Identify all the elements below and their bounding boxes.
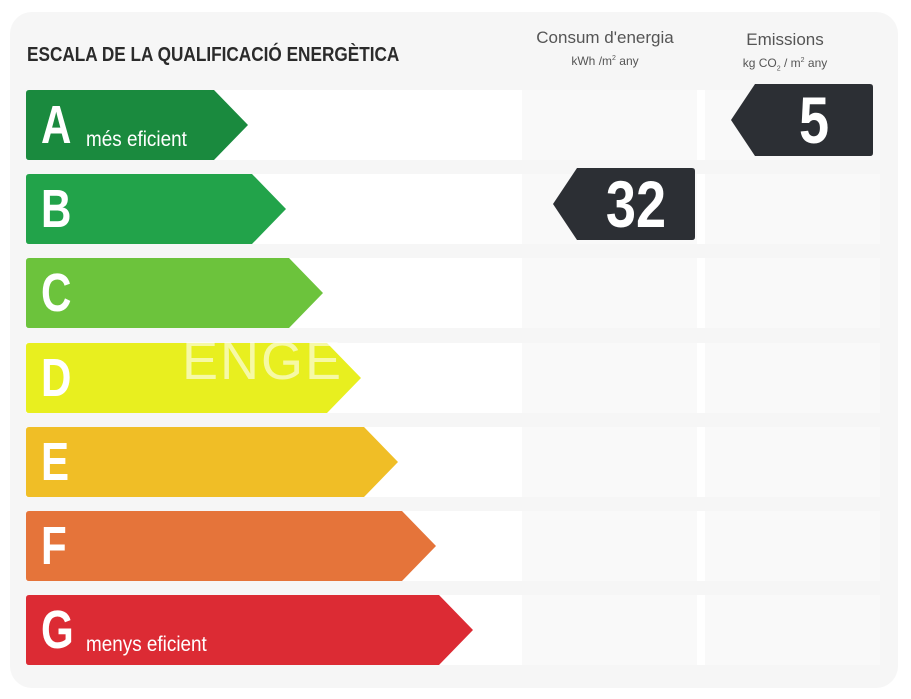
consumption-badge: 32 (553, 167, 695, 241)
consumption-cell-a (522, 90, 697, 160)
band-arrow-shape (26, 343, 361, 413)
consumption-badge-shape (553, 168, 695, 240)
emissions-unit: kg CO2 / m2 any (742, 56, 828, 73)
emissions-label: Emissions (746, 30, 824, 49)
consumption-label: Consum d'energia (536, 28, 674, 47)
emissions-badge: 5 (731, 83, 873, 157)
band-arrow-shape (26, 595, 473, 665)
page-title: ESCALA DE LA QUALIFICACIÓ ENERGÈTICA (27, 44, 400, 66)
band-arrow-shape (26, 90, 248, 160)
band-note: menys eficient (86, 633, 207, 656)
consumption-cell-c (522, 258, 697, 328)
emissions-header: Emissions kg CO2 / m2 any (700, 30, 870, 72)
emissions-badge-value: 5 (798, 83, 830, 157)
band-d: D (26, 343, 361, 414)
band-note: més eficient (86, 128, 187, 151)
band-arrow-shape (26, 258, 323, 328)
band-letter: E (41, 432, 70, 492)
emissions-cell-d (705, 343, 880, 413)
band-arrow-shape (26, 427, 398, 497)
consumption-cell-f (522, 511, 697, 581)
emissions-cell-b (705, 174, 880, 244)
band-letter: F (41, 516, 67, 576)
emissions-cell-e (705, 427, 880, 497)
emissions-cell-c (705, 258, 880, 328)
emissions-badge-shape (731, 84, 873, 156)
band-b: B (26, 174, 286, 245)
emissions-cell-g (705, 595, 880, 665)
consumption-unit: kWh /m2 any (571, 54, 639, 68)
emissions-cell-f (705, 511, 880, 581)
band-arrow-shape (26, 511, 436, 581)
consumption-cell-g (522, 595, 697, 665)
band-letter: B (41, 179, 72, 239)
band-letter: A (41, 95, 72, 155)
consumption-cell-d (522, 343, 697, 413)
consumption-header: Consum d'energia kWh /m2 any (520, 28, 690, 68)
band-letter: D (41, 348, 72, 408)
band-arrow-shape (26, 174, 286, 244)
band-f: F (26, 511, 436, 582)
band-e: E (26, 427, 398, 498)
band-letter: G (41, 600, 74, 660)
consumption-badge-value: 32 (605, 167, 667, 241)
band-c: C (26, 258, 323, 329)
band-letter: C (41, 263, 72, 323)
consumption-cell-e (522, 427, 697, 497)
